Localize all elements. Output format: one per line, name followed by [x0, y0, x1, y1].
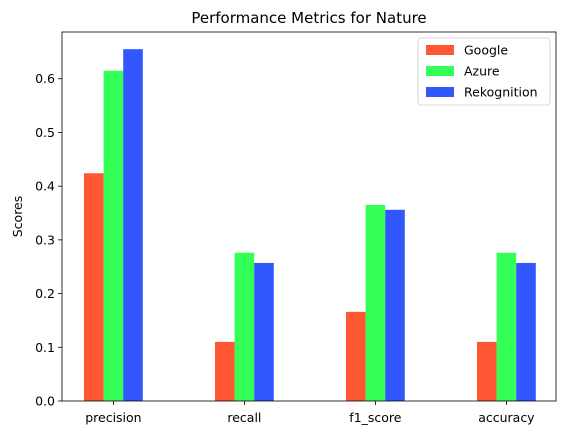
bar-azure-recall [234, 252, 255, 401]
bar-rekognition-f1_score [385, 209, 405, 401]
y-tick-label: 0.4 [35, 179, 55, 194]
y-axis-ticks: 0.0 0.1 0.2 0.3 0.4 0.5 0.6 [35, 71, 62, 409]
y-tick-label: 0.0 [35, 394, 55, 409]
x-axis-ticks: precision recall f1_score accuracy [85, 401, 535, 425]
legend-label-azure: Azure [464, 64, 500, 79]
legend-swatch-azure [426, 66, 454, 76]
bar-rekognition-recall [254, 262, 274, 401]
bar-azure-accuracy [496, 252, 517, 401]
legend-swatch-google [426, 45, 454, 55]
x-tick-label: f1_score [349, 410, 402, 425]
bar-google-accuracy [477, 341, 497, 401]
chart-title: Performance Metrics for Nature [191, 9, 426, 27]
y-tick-label: 0.6 [35, 71, 55, 86]
bars-group [84, 49, 536, 402]
x-tick-label: accuracy [478, 410, 535, 425]
legend-swatch-rekognition [426, 87, 454, 97]
bar-google-precision [84, 173, 104, 401]
legend-label-google: Google [464, 43, 508, 58]
y-tick-label: 0.1 [35, 340, 55, 355]
bar-google-f1_score [346, 311, 366, 401]
bar-azure-precision [103, 70, 124, 402]
legend: Google Azure Rekognition [417, 37, 551, 106]
y-tick-label: 0.2 [35, 286, 55, 301]
x-tick-label: precision [85, 410, 141, 425]
bar-rekognition-accuracy [516, 262, 536, 401]
y-axis-label: Scores [10, 196, 25, 238]
plot-frame [61, 31, 557, 402]
bar-rekognition-precision [123, 49, 143, 401]
x-tick-label: recall [227, 410, 261, 425]
bar-google-recall [215, 341, 235, 401]
y-tick-label: 0.3 [35, 232, 55, 247]
y-tick-label: 0.5 [35, 125, 55, 140]
legend-label-rekognition: Rekognition [464, 85, 538, 100]
bar-azure-f1_score [365, 204, 386, 401]
